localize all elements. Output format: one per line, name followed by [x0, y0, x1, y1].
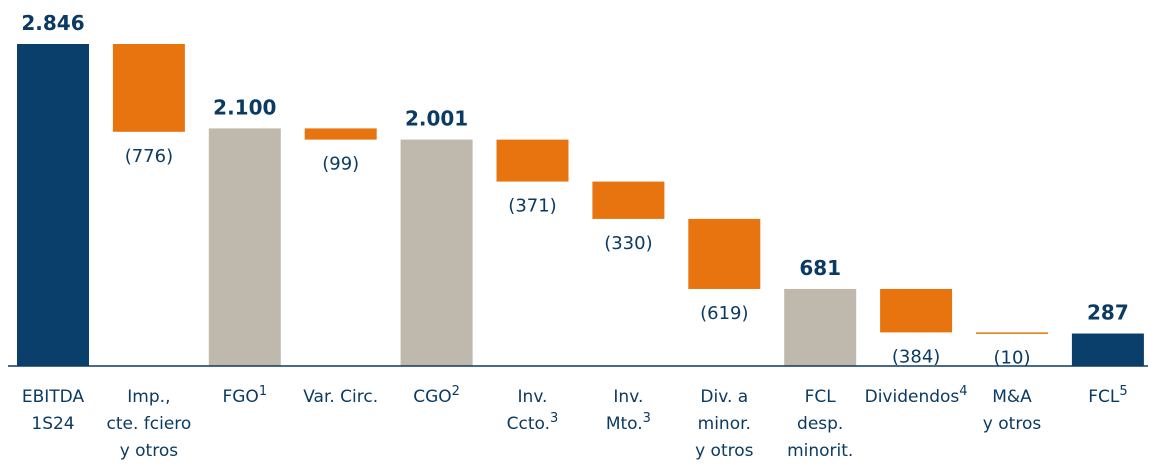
footnote-mark: 5 — [1119, 384, 1127, 399]
value-label: (776) — [125, 146, 173, 167]
value-label: (330) — [604, 233, 652, 254]
label-line: Inv. — [613, 387, 643, 407]
value-label: 2.001 — [405, 107, 468, 131]
label-line: FGO — [222, 387, 258, 407]
label-line: Dividendos — [865, 387, 960, 407]
bar — [688, 218, 761, 289]
label-line: FCL — [805, 387, 837, 407]
bar — [496, 139, 569, 182]
label-line: 1S24 — [31, 414, 74, 434]
label-line: CGO — [413, 387, 451, 407]
footnote-mark: 1 — [259, 384, 267, 399]
footnote-mark: 3 — [550, 411, 558, 426]
x-tick-label: CGO2 — [413, 384, 460, 407]
value-label: 287 — [1087, 301, 1129, 325]
label-line: y otros — [120, 441, 179, 461]
value-label: (371) — [508, 196, 556, 217]
bar — [592, 181, 665, 219]
label-line: Ccto. — [507, 414, 550, 434]
value-label: (99) — [322, 154, 359, 175]
footnote-mark: 2 — [452, 384, 460, 399]
label-line: y otros — [983, 414, 1042, 434]
bar — [784, 288, 857, 366]
footnote-mark: 4 — [959, 384, 967, 399]
x-tick-label: Var. Circ. — [303, 387, 378, 407]
label-line: minor. — [698, 414, 751, 434]
x-tick-label: FGO1 — [222, 384, 267, 407]
footnote-mark: 3 — [643, 411, 651, 426]
label-line: Mto. — [606, 414, 643, 434]
bar — [1071, 333, 1144, 366]
label-line: cte. fciero — [106, 414, 191, 434]
bar — [17, 44, 89, 366]
label-line: M&A — [992, 387, 1032, 407]
value-label: (384) — [892, 346, 940, 367]
value-label: (10) — [994, 348, 1031, 369]
x-tick-label: EBITDA 1S24 — [22, 387, 85, 434]
x-tick-label: Imp., cte. fciero y otros — [106, 387, 191, 461]
label-line: Imp., — [127, 387, 170, 407]
label-line: y otros — [695, 441, 754, 461]
x-tick-label: M&A y otros — [983, 387, 1042, 434]
x-tick-label: Inv. Mto.3 — [606, 387, 651, 434]
x-tick-label: Inv. Ccto.3 — [507, 387, 559, 434]
value-label: 2.100 — [213, 95, 276, 119]
bar — [304, 128, 377, 140]
label-line: desp. — [797, 414, 843, 434]
x-tick-label: FCL5 — [1088, 384, 1127, 407]
value-label: (619) — [700, 303, 748, 324]
label-line: FCL — [1088, 387, 1120, 407]
label-line: Inv. — [518, 387, 548, 407]
value-label: 681 — [799, 256, 841, 280]
bar — [976, 332, 1048, 334]
x-tick-label: Div. a minor. y otros — [695, 387, 754, 461]
label-line: EBITDA — [22, 387, 85, 407]
bar — [112, 44, 185, 132]
label-line: minorit. — [787, 441, 853, 461]
bar — [880, 288, 953, 333]
x-tick-label: Dividendos4 — [865, 384, 968, 407]
label-line: Div. a — [700, 387, 748, 407]
bar — [400, 139, 473, 366]
x-tick-label: FCL desp. minorit. — [787, 387, 853, 461]
value-label: 2.846 — [21, 11, 84, 35]
label-line: Var. Circ. — [303, 387, 378, 407]
bar — [208, 128, 281, 366]
